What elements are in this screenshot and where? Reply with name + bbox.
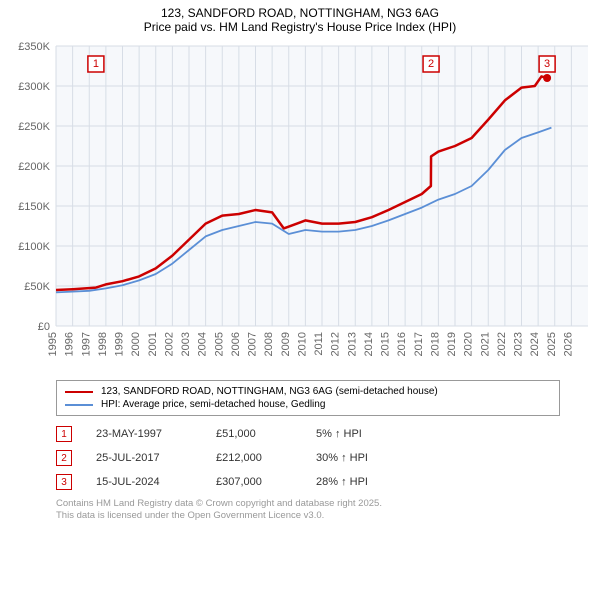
svg-text:2018: 2018 <box>429 332 441 356</box>
transaction-date: 23-MAY-1997 <box>96 428 216 440</box>
transaction-pct: 5% ↑ HPI <box>316 428 436 440</box>
svg-text:2015: 2015 <box>380 332 392 356</box>
svg-text:£50K: £50K <box>24 281 50 293</box>
svg-text:2021: 2021 <box>479 332 491 356</box>
transaction-marker: 3 <box>56 474 72 490</box>
chart-legend: 123, SANDFORD ROAD, NOTTINGHAM, NG3 6AG … <box>56 380 560 416</box>
svg-text:£100K: £100K <box>18 241 50 253</box>
svg-text:2010: 2010 <box>296 332 308 356</box>
transaction-row: 3 15-JUL-2024£307,00028% ↑ HPI <box>56 470 560 494</box>
svg-text:2019: 2019 <box>446 332 458 356</box>
svg-text:1995: 1995 <box>47 332 59 356</box>
transaction-marker: 1 <box>56 426 72 442</box>
line-chart: £0 £50K £100K £150K £200K £250K £300K £350K 1995… <box>0 36 600 376</box>
chart-container: £0 £50K £100K £150K £200K £250K £300K £350K 1995… <box>0 36 600 376</box>
title-address: 123, SANDFORD ROAD, NOTTINGHAM, NG3 6AG <box>0 6 600 20</box>
svg-text:2023: 2023 <box>513 332 525 356</box>
transaction-row: 2 25-JUL-2017£212,00030% ↑ HPI <box>56 446 560 470</box>
svg-text:2016: 2016 <box>396 332 408 356</box>
credits-line: Contains HM Land Registry data © Crown c… <box>56 498 560 510</box>
svg-text:2026: 2026 <box>562 332 574 356</box>
svg-text:2007: 2007 <box>247 332 259 356</box>
series-endpoint <box>543 74 551 82</box>
svg-text:2012: 2012 <box>330 332 342 356</box>
svg-text:2: 2 <box>428 58 434 70</box>
svg-text:2011: 2011 <box>313 332 325 356</box>
transaction-date: 25-JUL-2017 <box>96 452 216 464</box>
svg-text:2001: 2001 <box>147 332 159 356</box>
svg-text:2004: 2004 <box>197 332 209 356</box>
svg-text:1998: 1998 <box>97 332 109 356</box>
svg-text:2000: 2000 <box>130 332 142 356</box>
svg-text:3: 3 <box>544 58 550 70</box>
transaction-date: 15-JUL-2024 <box>96 476 216 488</box>
legend-swatch <box>65 391 93 393</box>
transaction-price: £307,000 <box>216 476 316 488</box>
svg-text:2025: 2025 <box>546 332 558 356</box>
legend-swatch <box>65 404 93 406</box>
credits-block: Contains HM Land Registry data © Crown c… <box>56 498 560 523</box>
svg-text:2017: 2017 <box>413 332 425 356</box>
svg-text:2003: 2003 <box>180 332 192 356</box>
svg-text:2013: 2013 <box>346 332 358 356</box>
svg-text:£150K: £150K <box>18 201 50 213</box>
svg-text:2014: 2014 <box>363 332 375 356</box>
legend-label: 123, SANDFORD ROAD, NOTTINGHAM, NG3 6AG … <box>101 386 438 397</box>
svg-text:£200K: £200K <box>18 161 50 173</box>
legend-item: HPI: Average price, semi-detached house,… <box>65 398 551 411</box>
svg-text:£350K: £350K <box>18 41 50 53</box>
transaction-row: 1 23-MAY-1997£51,0005% ↑ HPI <box>56 422 560 446</box>
credits-line: This data is licensed under the Open Gov… <box>56 510 560 522</box>
svg-text:£250K: £250K <box>18 121 50 133</box>
svg-text:2005: 2005 <box>213 332 225 356</box>
transaction-marker: 2 <box>56 450 72 466</box>
legend-item: 123, SANDFORD ROAD, NOTTINGHAM, NG3 6AG … <box>65 385 551 398</box>
title-subtitle: Price paid vs. HM Land Registry's House … <box>0 20 600 34</box>
transaction-price: £51,000 <box>216 428 316 440</box>
svg-text:1: 1 <box>93 58 99 70</box>
transaction-pct: 28% ↑ HPI <box>316 476 436 488</box>
transaction-pct: 30% ↑ HPI <box>316 452 436 464</box>
svg-text:2024: 2024 <box>529 332 541 356</box>
svg-text:1996: 1996 <box>64 332 76 356</box>
svg-text:2022: 2022 <box>496 332 508 356</box>
svg-text:2009: 2009 <box>280 332 292 356</box>
chart-title-block: 123, SANDFORD ROAD, NOTTINGHAM, NG3 6AG … <box>0 0 600 36</box>
svg-text:2006: 2006 <box>230 332 242 356</box>
svg-text:£300K: £300K <box>18 81 50 93</box>
transaction-price: £212,000 <box>216 452 316 464</box>
svg-text:2008: 2008 <box>263 332 275 356</box>
svg-text:£0: £0 <box>38 321 50 333</box>
svg-text:1999: 1999 <box>114 332 126 356</box>
transaction-list: 1 23-MAY-1997£51,0005% ↑ HPI 2 25-JUL-2017£… <box>56 422 560 494</box>
svg-text:2020: 2020 <box>463 332 475 356</box>
legend-label: HPI: Average price, semi-detached house,… <box>101 399 325 410</box>
svg-text:1997: 1997 <box>80 332 92 356</box>
svg-text:2002: 2002 <box>163 332 175 356</box>
